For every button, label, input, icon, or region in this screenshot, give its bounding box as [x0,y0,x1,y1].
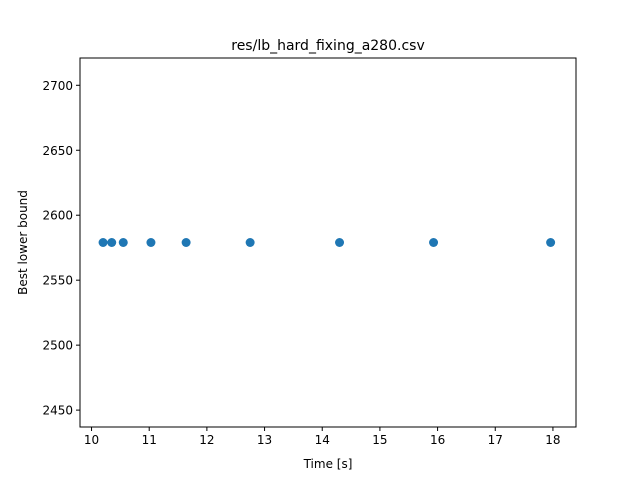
scatter-point [335,238,345,247]
y-axis-ticks: 2450 2500 2550 2600 2650 2700 [42,79,80,418]
x-tick-label: 12 [199,433,214,447]
y-tick-label: 2450 [42,404,73,418]
x-tick-label: 15 [372,433,387,447]
scatter-point [546,238,556,247]
x-axis-ticks: 10 11 12 13 14 15 16 17 18 [84,427,561,447]
x-tick-label: 14 [315,433,330,447]
y-axis-label: Best lower bound [16,190,30,295]
scatter-point [181,238,191,247]
plot-frame [79,57,577,428]
data-points [98,238,556,247]
y-tick-label: 2700 [42,79,73,93]
y-tick-label: 2500 [42,339,73,353]
y-tick-label: 2650 [42,144,73,158]
y-tick-label: 2600 [42,209,73,223]
x-tick-label: 16 [430,433,445,447]
scatter-point [429,238,439,247]
scatter-point [118,238,128,247]
x-tick-label: 17 [488,433,503,447]
scatter-point [245,238,255,247]
scatter-point [107,238,117,247]
x-tick-label: 10 [84,433,99,447]
x-axis-label: Time [s] [303,457,353,471]
x-tick-label: 13 [257,433,272,447]
scatter-point [98,238,108,247]
y-tick-label: 2550 [42,274,73,288]
x-tick-label: 18 [545,433,560,447]
chart-title: res/lb_hard_fixing_a280.csv [231,38,424,54]
scatter-point [146,238,156,247]
x-tick-label: 11 [142,433,157,447]
